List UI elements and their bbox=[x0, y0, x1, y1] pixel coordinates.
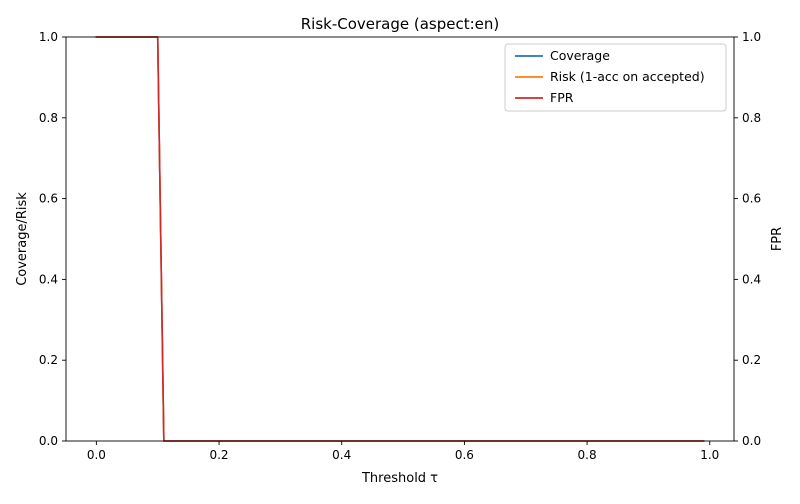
y-tick-label-right: 0.8 bbox=[742, 111, 761, 125]
legend: Coverage Risk (1-acc on accepted) FPR bbox=[504, 43, 727, 112]
legend-label-2: FPR bbox=[550, 90, 574, 105]
y-tick-label-left: 0.8 bbox=[39, 111, 58, 125]
y-axis-label-right: FPR bbox=[770, 227, 785, 251]
y-tick-label-right: 0.6 bbox=[742, 192, 761, 206]
x-tick-label: 1.0 bbox=[700, 448, 719, 462]
plot-frame bbox=[65, 36, 735, 442]
x-tick-label: 0.8 bbox=[578, 448, 597, 462]
y-tick-label-right: 0.2 bbox=[742, 353, 761, 367]
y-tick-label-right: 0.4 bbox=[742, 272, 761, 286]
chart-title: Risk-Coverage (aspect:en) bbox=[301, 15, 500, 33]
x-axis-label: Threshold τ bbox=[361, 471, 438, 486]
axes: 0.0 0.2 0.4 0.6 0.8 1.0 0.0 0.2 0.4 0.6 0.8 1.0 0.0 0… bbox=[39, 30, 761, 462]
y-tick-label-right: 1.0 bbox=[742, 30, 761, 44]
y-tick-label-left: 0.4 bbox=[39, 272, 58, 286]
legend-box bbox=[504, 43, 727, 112]
legend-label-1: Risk (1-acc on accepted) bbox=[550, 69, 705, 84]
y-tick-label-left: 0.0 bbox=[39, 434, 58, 448]
x-tick-label: 0.0 bbox=[87, 448, 106, 462]
y-tick-label-right: 0.0 bbox=[742, 434, 761, 448]
x-tick-label: 0.4 bbox=[332, 448, 351, 462]
y-axis-label-left: Coverage/Risk bbox=[15, 192, 30, 286]
x-tick-label: 0.6 bbox=[455, 448, 474, 462]
y-tick-label-left: 1.0 bbox=[39, 30, 58, 44]
legend-label-0: Coverage bbox=[550, 48, 610, 63]
y-tick-label-left: 0.6 bbox=[39, 192, 58, 206]
y-tick-label-left: 0.2 bbox=[39, 353, 58, 367]
x-tick-label: 0.2 bbox=[209, 448, 228, 462]
